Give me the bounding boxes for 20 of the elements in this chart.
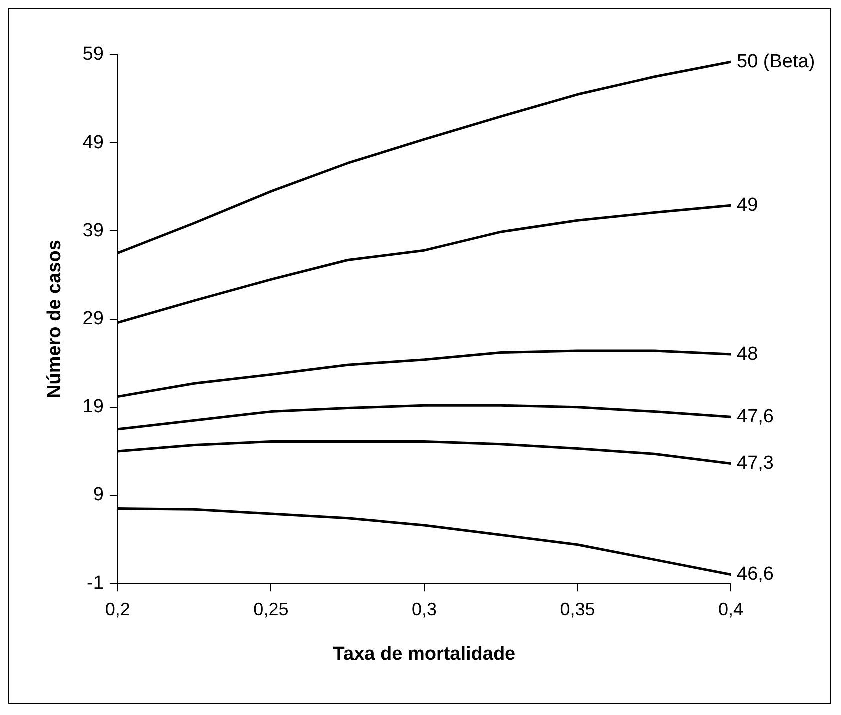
x-axis-title: Taxa de mortalidade <box>333 644 516 665</box>
y-tick-label: 59 <box>82 44 104 66</box>
series-label: 47,6 <box>737 406 774 428</box>
x-tick-label: 0,3 <box>412 599 437 620</box>
series-label: 49 <box>737 194 758 216</box>
y-tick-label: 19 <box>82 396 104 418</box>
x-tick-label: 0,4 <box>718 599 744 620</box>
series-label: 48 <box>737 344 758 365</box>
series-label: 50 (Beta) <box>737 51 816 72</box>
y-tick-label: 29 <box>82 308 104 330</box>
x-tick-label: 0,35 <box>560 599 596 620</box>
y-tick-label: 39 <box>82 220 104 242</box>
y-tick-label: 9 <box>93 484 104 506</box>
y-axis-title: Número de casos <box>44 240 66 399</box>
y-tick-label: 49 <box>82 132 104 154</box>
series-label: 46,6 <box>737 564 774 586</box>
x-tick-label: 0,25 <box>254 599 289 620</box>
x-tick-label: 0,2 <box>105 599 130 620</box>
y-tick-label: -1 <box>87 572 104 594</box>
series-label: 47,3 <box>737 453 774 474</box>
